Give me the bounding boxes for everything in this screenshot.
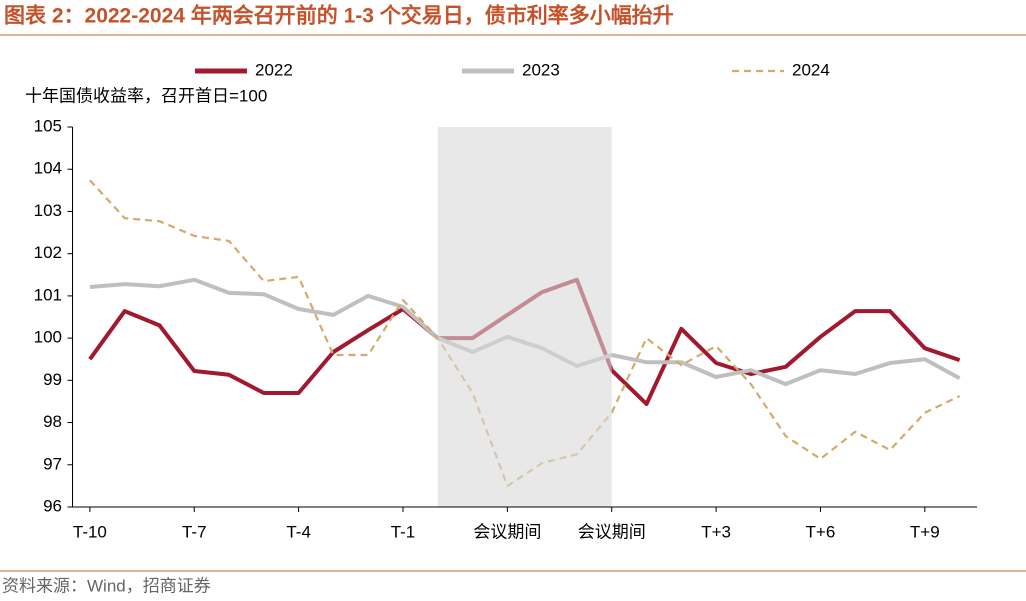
y-tick-label: 97	[43, 454, 62, 473]
x-tick-label: 会议期间	[578, 522, 646, 541]
y-tick-label: 101	[34, 285, 62, 304]
y-tick-label: 96	[43, 496, 62, 515]
x-tick-label: T+9	[910, 522, 940, 541]
y-tick-label: 99	[43, 370, 62, 389]
y-tick-label: 100	[34, 328, 62, 347]
legend-label: 2023	[522, 60, 560, 79]
x-tick-label: 会议期间	[473, 522, 541, 541]
legend-label: 2024	[792, 60, 830, 79]
legend-label: 2022	[255, 60, 293, 79]
x-tick-label: T+3	[701, 522, 731, 541]
chart-title: 图表 2：2022-2024 年两会召开前的 1-3 个交易日，债市利率多小幅抬…	[4, 4, 674, 28]
meeting-period-band	[437, 127, 612, 507]
x-tick-label: T+6	[806, 522, 836, 541]
y-tick-label: 103	[34, 201, 62, 220]
x-tick-label: T-4	[286, 522, 311, 541]
source-note: 资料来源：Wind，招商证券	[2, 576, 211, 595]
x-tick-label: T-10	[73, 522, 107, 541]
y-tick-label: 98	[43, 412, 62, 431]
y-tick-label: 104	[34, 159, 62, 178]
y-tick-label: 105	[34, 116, 62, 135]
x-tick-label: T-1	[391, 522, 416, 541]
y-axis-label: 十年国债收益率，召开首日=100	[25, 86, 267, 105]
y-tick-label: 102	[34, 243, 62, 262]
x-tick-label: T-7	[182, 522, 207, 541]
line-2024	[89, 179, 961, 487]
